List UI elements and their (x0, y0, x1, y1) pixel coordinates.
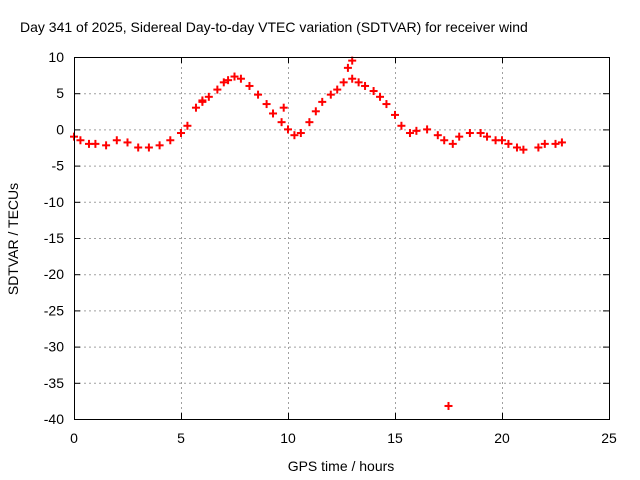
data-point (361, 81, 370, 90)
y-tick-label: -30 (44, 339, 64, 355)
data-point (91, 139, 100, 148)
data-point (279, 103, 288, 112)
data-point (455, 132, 464, 141)
x-tick-label: 0 (70, 430, 78, 446)
data-point (433, 131, 442, 140)
plot-frame (74, 57, 610, 420)
data-point (369, 87, 378, 96)
data-point (557, 138, 566, 147)
y-tick-label: -5 (52, 158, 65, 174)
x-tick-label: 20 (494, 430, 510, 446)
data-point (177, 129, 185, 138)
y-tick-label: 10 (48, 49, 64, 65)
data-point (354, 78, 363, 87)
data-point (391, 110, 399, 119)
data-point (254, 90, 263, 99)
data-point (198, 97, 207, 106)
data-point (326, 90, 335, 99)
data-point (405, 129, 414, 138)
data-point (262, 100, 271, 109)
y-axis-label: SDTVAR / TECUs (5, 183, 21, 295)
data-point (348, 74, 357, 83)
data-point (155, 141, 164, 150)
y-tick-label: 0 (56, 121, 64, 137)
data-point (498, 136, 506, 145)
data-point (397, 121, 406, 130)
data-point (112, 136, 121, 145)
x-tick-label: 10 (280, 430, 296, 446)
data-point (318, 97, 327, 106)
data-point (504, 139, 513, 148)
chart-title: Day 341 of 2025, Sidereal Day-to-day VTE… (20, 19, 528, 35)
data-point (512, 143, 521, 152)
data-point (465, 129, 474, 138)
x-tick-labels: 0 5 10 15 20 25 (70, 430, 617, 446)
data-point (213, 85, 222, 94)
data-point (376, 92, 385, 101)
data-point (230, 72, 239, 81)
data-point (440, 136, 449, 145)
data-point (551, 139, 560, 148)
data-point (191, 103, 200, 112)
data-point (204, 92, 213, 101)
y-tick-label: -40 (44, 411, 64, 427)
x-axis-label: GPS time / hours (288, 458, 395, 474)
x-tick-label: 5 (177, 430, 185, 446)
data-point (76, 136, 85, 145)
data-point (219, 78, 228, 87)
data-point (183, 121, 192, 130)
data-point (448, 139, 457, 148)
data-point (534, 143, 543, 152)
data-point (144, 143, 153, 152)
data-point (519, 145, 528, 154)
y-tick-label: -15 (44, 230, 64, 246)
data-point (245, 81, 254, 90)
data-point (540, 139, 549, 148)
data-points (70, 56, 566, 410)
data-point (483, 132, 492, 141)
x-tick-label: 25 (601, 430, 617, 446)
data-point (412, 126, 421, 135)
data-point (224, 76, 233, 85)
data-point (134, 143, 143, 152)
data-point (423, 125, 432, 134)
y-tick-label: -10 (44, 194, 64, 210)
y-tick-label: -25 (44, 302, 64, 318)
data-point (277, 118, 286, 127)
y-tick-label: -20 (44, 266, 64, 282)
data-point (476, 129, 485, 138)
x-tick-label: 15 (387, 430, 403, 446)
data-point (236, 74, 245, 83)
y-tick-label: 5 (56, 85, 64, 101)
data-point (305, 118, 314, 127)
data-point (284, 125, 292, 134)
data-point (296, 129, 305, 138)
data-point (444, 401, 453, 410)
data-point (166, 136, 175, 145)
data-point (269, 109, 278, 118)
y-tick-labels: -40 -35 -30 -25 -20 -15 -10 -5 0 5 10 (44, 49, 64, 427)
data-point (343, 63, 352, 72)
data-point (333, 85, 342, 94)
data-point (102, 141, 111, 150)
data-point (123, 138, 132, 147)
data-point (382, 100, 391, 109)
y-tick-label: -35 (44, 375, 64, 391)
data-point (339, 78, 348, 87)
data-point (290, 131, 299, 140)
data-point (311, 107, 320, 116)
